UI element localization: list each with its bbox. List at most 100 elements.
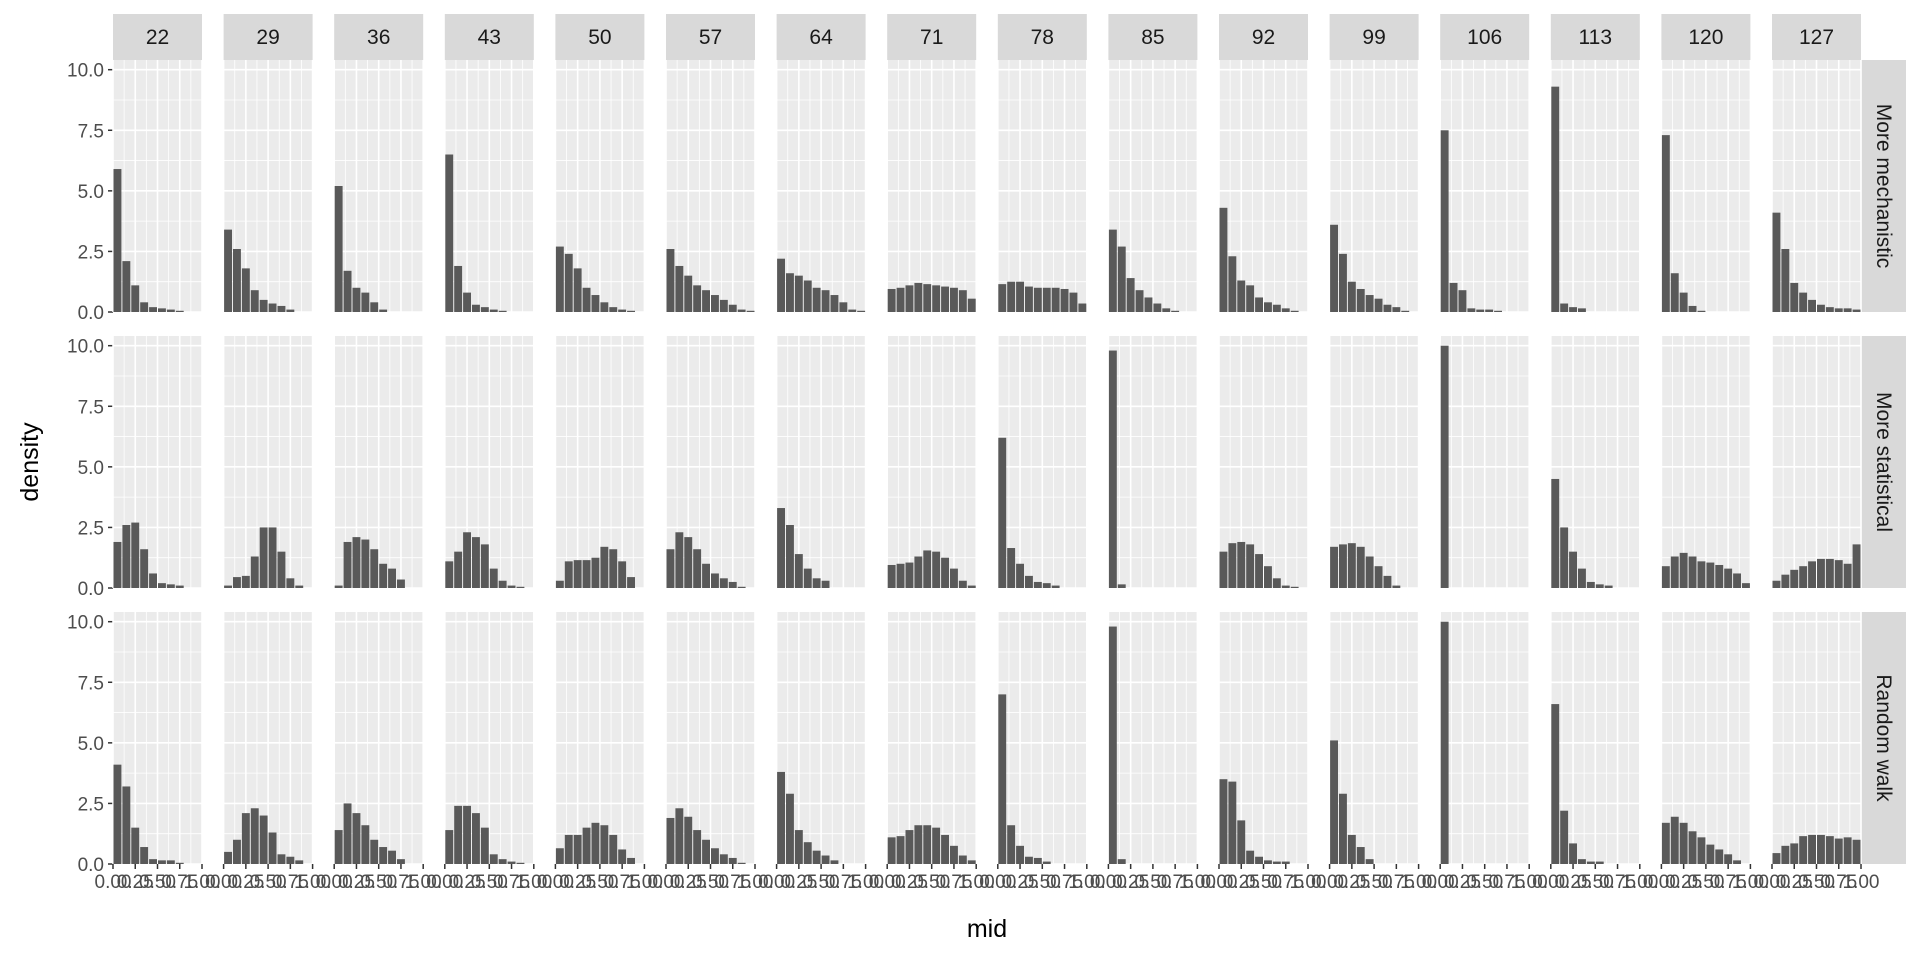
histogram-bar — [250, 556, 259, 588]
histogram-bar — [1228, 543, 1237, 588]
histogram-bar — [786, 793, 794, 864]
histogram-bar — [777, 508, 785, 588]
y-tick-label: 7.5 — [78, 673, 104, 694]
histogram-bar — [1339, 544, 1347, 588]
histogram-bar — [1042, 861, 1051, 864]
histogram-bar — [684, 537, 693, 588]
histogram-bar — [1144, 297, 1153, 312]
histogram-bar — [131, 827, 140, 864]
histogram-bar — [516, 586, 525, 588]
x-tick-label: 0.00 — [205, 872, 242, 893]
x-tick-label: 0.25 — [891, 872, 928, 893]
histogram-bar — [175, 585, 184, 588]
histogram-bar — [1595, 584, 1604, 588]
histogram-bar — [1688, 556, 1697, 588]
histogram-bar — [1661, 822, 1670, 864]
histogram-bar — [259, 527, 268, 588]
histogram-bar — [1281, 861, 1290, 864]
x-tick-label: 0.50 — [692, 872, 729, 893]
histogram-bar — [1228, 256, 1237, 312]
histogram-bar — [719, 854, 728, 864]
x-tick-label: 0.25 — [1444, 872, 1481, 893]
histogram-bar — [1578, 568, 1586, 588]
histogram-bar — [1560, 810, 1569, 864]
histogram-bar — [1799, 566, 1808, 588]
histogram-bar — [1440, 130, 1449, 312]
histogram-bar — [224, 585, 232, 588]
histogram-bar — [702, 290, 710, 312]
x-tick-label: 0.25 — [1002, 872, 1039, 893]
histogram-bar — [702, 563, 710, 588]
histogram-bar — [1025, 575, 1033, 588]
facet-strip-col-50 — [555, 14, 645, 60]
histogram-bar — [821, 855, 830, 864]
histogram-bar — [1025, 286, 1033, 312]
histogram-bar — [480, 544, 489, 588]
histogram-bar — [1365, 859, 1374, 864]
x-tick-label: 0.00 — [648, 872, 685, 893]
histogram-bar — [1290, 586, 1299, 588]
x-tick-label: 0.00 — [758, 872, 795, 893]
histogram-bar — [268, 303, 277, 312]
x-tick-label: 0.00 — [1643, 872, 1680, 893]
histogram-bar — [582, 827, 591, 864]
x-tick-label: 0.75 — [1488, 872, 1525, 893]
histogram-bar — [370, 549, 379, 588]
x-tick-label: 0.25 — [1776, 872, 1813, 893]
histogram-bar — [932, 551, 941, 588]
x-tick-label: 0.50 — [1577, 872, 1614, 893]
histogram-bar — [1392, 585, 1401, 588]
histogram-bar — [1237, 820, 1246, 864]
y-tick-label: 10.0 — [67, 337, 104, 358]
x-tick-label: 1.00 — [737, 872, 774, 893]
histogram-bar — [1569, 551, 1577, 588]
histogram-bar — [1458, 290, 1467, 312]
histogram-bar — [1219, 207, 1228, 312]
histogram-bar — [454, 551, 463, 588]
histogram-bar — [343, 803, 352, 864]
x-tick-label: 0.00 — [95, 872, 132, 893]
histogram-bar — [1272, 304, 1281, 312]
histogram-bar — [1661, 135, 1670, 312]
y-tick-label: 5.0 — [78, 182, 104, 203]
x-tick-label: 0.50 — [250, 872, 287, 893]
histogram-bar — [1042, 287, 1051, 312]
histogram-bar — [600, 546, 609, 588]
histogram-bar — [1219, 551, 1228, 588]
histogram-bar — [1007, 825, 1016, 864]
histogram-bar — [1153, 303, 1162, 312]
histogram-bar — [166, 860, 175, 864]
x-tick-label: 0.75 — [382, 872, 419, 893]
x-tick-label: 0.50 — [913, 872, 950, 893]
histogram-bar — [1007, 281, 1016, 312]
histogram-bar — [1817, 834, 1825, 864]
facet-label-col-43: 43 — [478, 26, 501, 49]
histogram-bar — [1817, 558, 1825, 588]
histogram-bar — [896, 836, 905, 864]
histogram-bar — [1272, 578, 1281, 588]
facet-strip-col-127 — [1772, 14, 1861, 60]
histogram-bar — [914, 556, 923, 588]
histogram-bar — [609, 834, 618, 864]
x-tick-label: 0.50 — [1134, 872, 1171, 893]
histogram-bar — [923, 825, 932, 864]
y-tick-label: 7.5 — [78, 121, 104, 142]
histogram-bar — [932, 285, 941, 312]
histogram-bar — [1330, 740, 1338, 864]
x-tick-label: 0.00 — [979, 872, 1016, 893]
histogram-bar — [1670, 816, 1679, 864]
histogram-bar — [719, 578, 728, 588]
facet-label-col-85: 85 — [1141, 26, 1164, 49]
histogram-bar — [905, 562, 914, 588]
histogram-bar — [259, 815, 268, 864]
histogram-bar — [627, 857, 635, 864]
facet-label-col-64: 64 — [809, 26, 833, 49]
histogram-bar — [1790, 569, 1799, 588]
histogram-bar — [967, 860, 976, 864]
histogram-bar — [600, 825, 609, 864]
histogram-bar — [1733, 860, 1741, 864]
histogram-bar — [268, 832, 277, 864]
histogram-bar — [1060, 288, 1069, 312]
histogram-bar — [591, 557, 600, 588]
histogram-bar — [1042, 583, 1051, 588]
